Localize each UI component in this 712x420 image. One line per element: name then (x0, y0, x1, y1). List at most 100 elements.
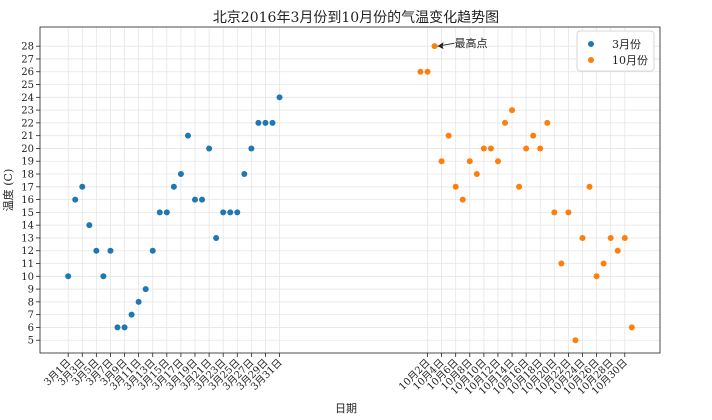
series2-point (516, 183, 523, 190)
legend-marker (588, 41, 594, 47)
y-tick-label: 21 (21, 131, 34, 142)
data-points (65, 43, 635, 344)
y-tick-label: 10 (21, 272, 34, 283)
series1-point (241, 171, 248, 178)
series1-point (220, 209, 227, 216)
series2-point (523, 145, 530, 152)
series2-point (530, 132, 537, 139)
series1-point (276, 94, 283, 101)
series1-point (114, 324, 121, 331)
series1-point (177, 171, 184, 178)
series1-point (93, 247, 100, 254)
y-tick-label: 8 (28, 297, 34, 308)
annotation-text: 最高点 (455, 36, 488, 50)
series2-point (417, 68, 424, 75)
series1-point (248, 145, 255, 152)
y-tick-label: 26 (21, 67, 34, 78)
series1-point (79, 183, 86, 190)
y-axis: 5678910111213141516171819202122232425262… (21, 42, 40, 347)
series1-point (142, 286, 149, 293)
series1-point (107, 247, 114, 254)
y-tick-label: 6 (28, 323, 34, 334)
y-tick-label: 24 (21, 93, 34, 104)
series2-point (480, 145, 487, 152)
series2-point (614, 247, 621, 254)
grid-lines (40, 27, 660, 353)
x-axis: 3月1日3月3日3月5日3月7日3月9日3月11日3月13日3月15日3月17日… (42, 353, 630, 397)
series2-point (607, 234, 614, 241)
series1-point (206, 145, 213, 152)
y-tick-label: 7 (28, 310, 34, 321)
series2-point (502, 119, 508, 126)
y-tick-label: 18 (21, 170, 34, 181)
y-tick-label: 19 (21, 157, 34, 168)
series2-point (551, 209, 558, 216)
legend-label: 3月份 (612, 38, 641, 51)
series2-point (487, 145, 494, 152)
series2-point (628, 324, 635, 331)
y-tick-label: 17 (21, 182, 34, 193)
series2-point (586, 183, 593, 190)
y-tick-label: 23 (21, 106, 34, 117)
series2-point (473, 171, 480, 178)
series2-point (544, 119, 551, 126)
series2-point (600, 260, 607, 267)
legend-label: 10月份 (612, 54, 648, 67)
y-tick-label: 15 (21, 208, 34, 219)
series1-point (199, 196, 206, 203)
series1-point (184, 132, 191, 139)
y-tick-label: 16 (21, 195, 34, 206)
x-axis-label: 日期 (335, 402, 357, 415)
series2-point (459, 196, 466, 203)
series1-point (269, 119, 276, 126)
series2-point (565, 209, 572, 216)
y-tick-label: 12 (21, 246, 34, 257)
series2-point (431, 43, 438, 50)
series1-point (135, 298, 142, 305)
legend-marker (588, 57, 594, 63)
series1-point (72, 196, 79, 203)
chart-title: 北京2016年3月份到10月份的气温变化趋势图 (213, 10, 499, 26)
series1-point (170, 183, 177, 190)
plot-frame (39, 26, 661, 354)
series1-point (100, 273, 107, 280)
series2-point (452, 183, 459, 190)
series1-point (234, 209, 241, 216)
y-tick-label: 25 (21, 80, 34, 91)
y-tick-label: 27 (21, 54, 34, 65)
series1-point (86, 222, 93, 229)
legend: 3月份 10月份 (576, 30, 655, 72)
y-tick-label: 14 (21, 221, 34, 232)
series2-point (494, 158, 501, 165)
series2-point (579, 234, 586, 241)
series2-point (593, 273, 600, 280)
series2-point (572, 337, 579, 344)
series2-point (438, 158, 445, 165)
series1-point (149, 247, 156, 254)
series2-point (621, 234, 628, 241)
series1-point (121, 324, 128, 331)
y-axis-label: 温度 (C) (1, 169, 15, 212)
annotation-arrowhead (437, 42, 444, 50)
series2-point (445, 132, 452, 139)
series2-point (424, 68, 431, 75)
series1-point (227, 209, 234, 216)
legend-box (576, 30, 655, 72)
y-tick-label: 11 (21, 259, 34, 270)
y-tick-label: 13 (21, 233, 34, 244)
series2-point (537, 145, 544, 152)
series1-point (163, 209, 170, 216)
y-tick-label: 9 (28, 285, 34, 296)
series2-point (466, 158, 473, 165)
series1-point (192, 196, 198, 203)
series2-point (509, 107, 516, 114)
series1-point (262, 119, 269, 126)
y-tick-label: 20 (21, 144, 34, 155)
y-tick-label: 28 (21, 42, 34, 53)
y-tick-label: 22 (21, 118, 34, 129)
series1-point (65, 273, 72, 280)
series1-point (156, 209, 163, 216)
series2-point (558, 260, 565, 267)
series1-point (128, 311, 135, 318)
